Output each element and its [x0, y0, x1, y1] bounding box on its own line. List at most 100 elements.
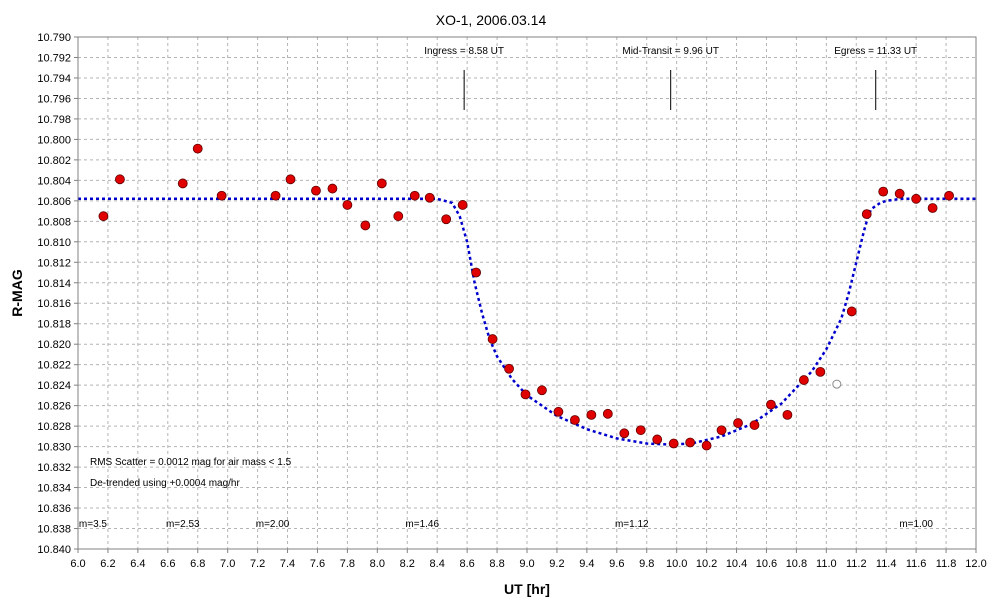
- x-tick-label: 6.0: [70, 558, 85, 570]
- y-tick-label: 10.840: [37, 544, 71, 556]
- data-point: [602, 408, 613, 419]
- y-tick-label: 10.824: [37, 380, 71, 392]
- data-point: [270, 190, 281, 201]
- x-tick-label: 10.6: [756, 558, 777, 570]
- x-tick-label: 10.8: [786, 558, 807, 570]
- y-tick-label: 10.830: [37, 442, 71, 454]
- y-tick-label: 10.820: [37, 339, 71, 351]
- x-tick-label: 7.6: [310, 558, 325, 570]
- y-tick-label: 10.832: [37, 462, 71, 474]
- data-point: [569, 415, 580, 425]
- detrend-note: De-trended using +0.0004 mag/hr: [90, 478, 240, 489]
- y-tick-label: 10.794: [37, 73, 71, 85]
- y-tick-label: 10.812: [37, 257, 71, 269]
- data-point: [798, 375, 809, 385]
- y-tick-label: 10.822: [37, 360, 71, 372]
- airmass-label: m=1.46: [405, 519, 439, 530]
- transit-marker-label: Ingress = 8.58 UT: [424, 46, 504, 57]
- y-tick-label: 10.800: [37, 134, 71, 146]
- x-tick-label: 11.2: [846, 558, 867, 570]
- data-point: [652, 434, 663, 445]
- data-point: [520, 389, 531, 400]
- data-point: [766, 399, 776, 410]
- data-point: [846, 306, 857, 317]
- x-tick-label: 12.0: [965, 558, 986, 570]
- data-point: [586, 409, 597, 420]
- y-tick-label: 10.810: [37, 237, 71, 249]
- outlier-point: [832, 379, 842, 389]
- airmass-label: m=2.00: [256, 519, 290, 530]
- x-tick-label: 11.8: [936, 558, 957, 570]
- data-point: [619, 428, 630, 439]
- y-tick-label: 10.804: [37, 175, 71, 187]
- data-point: [668, 438, 679, 449]
- data-point: [487, 334, 498, 344]
- data-point: [376, 178, 387, 189]
- x-tick-label: 6.6: [160, 558, 175, 570]
- data-point: [424, 192, 435, 203]
- data-point: [927, 203, 938, 213]
- x-tick-label: 10.2: [696, 558, 717, 570]
- x-tick-label: 6.2: [100, 558, 115, 570]
- x-tick-label: 9.2: [549, 558, 564, 570]
- data-point: [471, 267, 482, 278]
- y-tick-label: 10.828: [37, 421, 71, 433]
- y-axis-label: R-MAG: [9, 269, 25, 317]
- y-tick-label: 10.792: [37, 52, 71, 64]
- data-point: [342, 200, 353, 210]
- x-tick-label: 8.0: [370, 558, 385, 570]
- data-point: [327, 183, 338, 194]
- x-tick-label: 9.6: [609, 558, 624, 570]
- x-tick-label: 8.6: [459, 558, 474, 570]
- x-tick-label: 9.0: [519, 558, 534, 570]
- data-point: [504, 363, 514, 374]
- data-point: [782, 409, 793, 420]
- x-tick-label: 6.8: [190, 558, 205, 570]
- data-point: [894, 188, 905, 199]
- x-tick-label: 9.4: [579, 558, 594, 570]
- y-tick-label: 10.836: [37, 503, 71, 515]
- data-point: [861, 209, 872, 220]
- y-tick-label: 10.808: [37, 216, 71, 228]
- x-tick-labels: 6.0 6.2 6.4 6.6 6.8 7.0 7.2 7.4 7.6 7.8 8.0 8.2 8.4 8…: [70, 558, 986, 570]
- transit-markers: Ingress = 8.58 UT Mid-Transit = 9.96 UT Eg…: [424, 46, 917, 110]
- data-point: [733, 418, 743, 428]
- x-tick-label: 8.4: [430, 558, 445, 570]
- y-tick-label: 10.826: [37, 401, 71, 413]
- y-tick-label: 10.834: [37, 483, 71, 495]
- y-tick-label: 10.838: [37, 524, 71, 536]
- x-tick-label: 7.0: [220, 558, 235, 570]
- data-point: [553, 406, 564, 417]
- x-tick-label: 7.4: [280, 558, 295, 570]
- y-tick-label: 10.798: [37, 114, 71, 126]
- annotations: RMS Scatter = 0.0012 mag for air mass < …: [79, 457, 933, 530]
- chart-title: XO-1, 2006.03.14: [436, 12, 547, 28]
- data-point: [457, 200, 468, 210]
- y-tick-label: 10.806: [37, 196, 71, 208]
- data-point: [192, 143, 203, 154]
- data-point: [441, 214, 452, 225]
- data-point: [815, 366, 826, 377]
- y-tick-label: 10.814: [37, 278, 71, 290]
- data-point: [701, 440, 712, 451]
- data-point: [537, 385, 547, 396]
- x-tick-label: 7.2: [250, 558, 265, 570]
- y-tick-labels: 10.790 10.792 10.794 10.796 10.798 10.800 10.8…: [37, 32, 71, 556]
- x-tick-label: 8.8: [489, 558, 504, 570]
- data-point: [685, 437, 696, 448]
- x-axis-label: UT [hr]: [504, 581, 550, 597]
- data-point: [393, 211, 404, 222]
- y-tick-label: 10.816: [37, 298, 71, 310]
- data-point: [716, 425, 727, 436]
- data-point: [911, 193, 922, 204]
- y-tick-label: 10.790: [37, 32, 71, 44]
- x-tick-label: 11.0: [816, 558, 837, 570]
- airmass-label: m=2.53: [166, 519, 200, 530]
- airmass-label: m=1.00: [899, 519, 933, 530]
- transit-marker-label: Egress = 11.33 UT: [834, 46, 917, 57]
- x-tick-label: 6.4: [130, 558, 145, 570]
- rms-note: RMS Scatter = 0.0012 mag for air mass < …: [90, 457, 292, 468]
- x-tick-label: 10.0: [666, 558, 687, 570]
